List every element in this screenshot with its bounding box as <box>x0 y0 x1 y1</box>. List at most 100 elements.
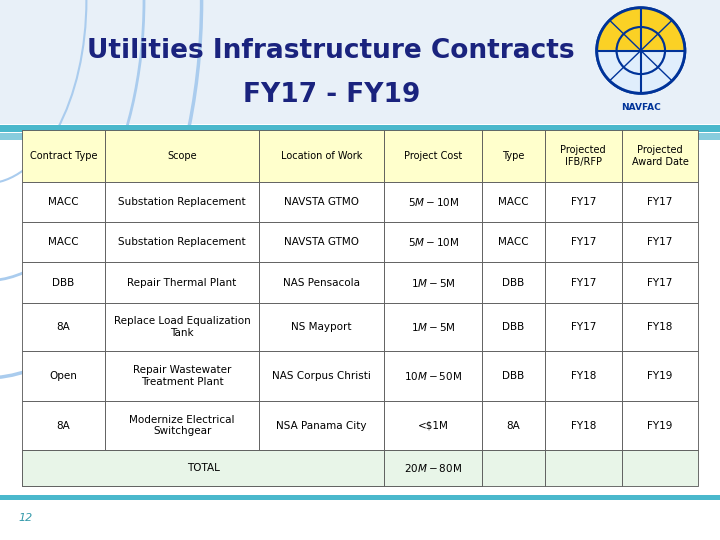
Wedge shape <box>597 8 685 51</box>
Text: MACC: MACC <box>498 197 528 207</box>
Bar <box>621 351 698 401</box>
Bar <box>384 222 482 262</box>
Bar <box>621 450 698 486</box>
Bar <box>258 130 384 182</box>
Bar <box>22 303 105 351</box>
Text: Scope: Scope <box>167 151 197 161</box>
Text: $20M -$80M: $20M -$80M <box>404 462 462 474</box>
Bar <box>545 303 621 351</box>
Text: Replace Load Equalization
Tank: Replace Load Equalization Tank <box>114 316 251 338</box>
Bar <box>384 450 482 486</box>
Bar <box>482 351 545 401</box>
Bar <box>621 401 698 450</box>
Bar <box>258 401 384 450</box>
Text: TOTAL: TOTAL <box>186 463 220 473</box>
Text: $1M- $5M: $1M- $5M <box>411 276 456 289</box>
Text: FY17 - FY19: FY17 - FY19 <box>243 82 420 107</box>
Text: FY18: FY18 <box>647 322 672 332</box>
Text: Projected
Award Date: Projected Award Date <box>631 145 688 166</box>
Bar <box>482 303 545 351</box>
Bar <box>621 130 698 182</box>
Text: MACC: MACC <box>48 197 78 207</box>
Bar <box>105 303 258 351</box>
Bar <box>384 401 482 450</box>
Bar <box>482 401 545 450</box>
Text: $1M- $5M: $1M- $5M <box>411 321 456 333</box>
Bar <box>22 130 105 182</box>
Bar <box>22 182 105 222</box>
Bar <box>621 262 698 303</box>
Text: NAS Corpus Christi: NAS Corpus Christi <box>272 372 371 381</box>
Text: MACC: MACC <box>48 238 78 247</box>
Wedge shape <box>597 51 685 93</box>
Text: NAVSTA GTMO: NAVSTA GTMO <box>284 197 359 207</box>
Bar <box>258 351 384 401</box>
Text: FY17: FY17 <box>570 322 596 332</box>
Bar <box>545 401 621 450</box>
Text: 8A: 8A <box>57 421 71 430</box>
Bar <box>0 125 720 132</box>
Bar <box>384 130 482 182</box>
Bar <box>482 450 545 486</box>
Text: FY19: FY19 <box>647 421 672 430</box>
Text: TOTAL: TOTAL <box>235 463 269 473</box>
Text: Modernize Electrical
Switchgear: Modernize Electrical Switchgear <box>130 415 235 436</box>
Text: $5M-$10M: $5M-$10M <box>408 196 459 208</box>
Text: Open: Open <box>50 372 78 381</box>
Bar <box>0 495 720 500</box>
Bar <box>0 0 720 124</box>
Text: DBB: DBB <box>503 372 525 381</box>
Bar <box>621 222 698 262</box>
Bar <box>482 262 545 303</box>
Text: Project Cost: Project Cost <box>404 151 462 161</box>
Text: Projected
IFB/RFP: Projected IFB/RFP <box>560 145 606 166</box>
Bar <box>105 401 258 450</box>
Text: $10M-$50M: $10M-$50M <box>404 370 462 382</box>
Text: FY17: FY17 <box>570 197 596 207</box>
Bar <box>545 130 621 182</box>
Bar <box>105 130 258 182</box>
Bar <box>482 130 545 182</box>
Bar <box>258 182 384 222</box>
Bar <box>22 262 105 303</box>
Bar <box>545 222 621 262</box>
Bar <box>621 303 698 351</box>
Text: Substation Replacement: Substation Replacement <box>118 238 246 247</box>
Bar <box>105 182 258 222</box>
Text: DBB: DBB <box>53 278 75 288</box>
Text: 12: 12 <box>18 514 32 523</box>
Text: FY17: FY17 <box>570 278 596 288</box>
Text: MACC: MACC <box>498 238 528 247</box>
Bar <box>105 351 258 401</box>
Bar <box>105 262 258 303</box>
Bar <box>384 262 482 303</box>
Bar <box>105 222 258 262</box>
Text: <$1M: <$1M <box>418 421 449 430</box>
Bar <box>258 222 384 262</box>
Bar <box>384 182 482 222</box>
Bar <box>0 124 720 540</box>
Text: Utilities Infrastructure Contracts: Utilities Infrastructure Contracts <box>87 38 575 64</box>
Bar <box>22 450 384 486</box>
Text: NAVFAC: NAVFAC <box>621 103 661 112</box>
Bar <box>482 182 545 222</box>
Text: DBB: DBB <box>503 322 525 332</box>
Bar <box>22 401 105 450</box>
Bar <box>22 222 105 262</box>
Bar <box>22 351 105 401</box>
Bar <box>384 351 482 401</box>
Text: $5M-$10M: $5M-$10M <box>408 237 459 248</box>
Bar <box>482 222 545 262</box>
Text: NSA Panama City: NSA Panama City <box>276 421 367 430</box>
Bar <box>258 262 384 303</box>
Text: NAS Pensacola: NAS Pensacola <box>283 278 360 288</box>
Text: Location of Work: Location of Work <box>281 151 362 161</box>
Bar <box>384 303 482 351</box>
Bar <box>545 351 621 401</box>
Bar <box>545 182 621 222</box>
Text: FY17: FY17 <box>570 238 596 247</box>
Bar <box>545 450 621 486</box>
Text: FY18: FY18 <box>570 372 596 381</box>
Text: NS Mayport: NS Mayport <box>292 322 352 332</box>
Bar <box>258 303 384 351</box>
